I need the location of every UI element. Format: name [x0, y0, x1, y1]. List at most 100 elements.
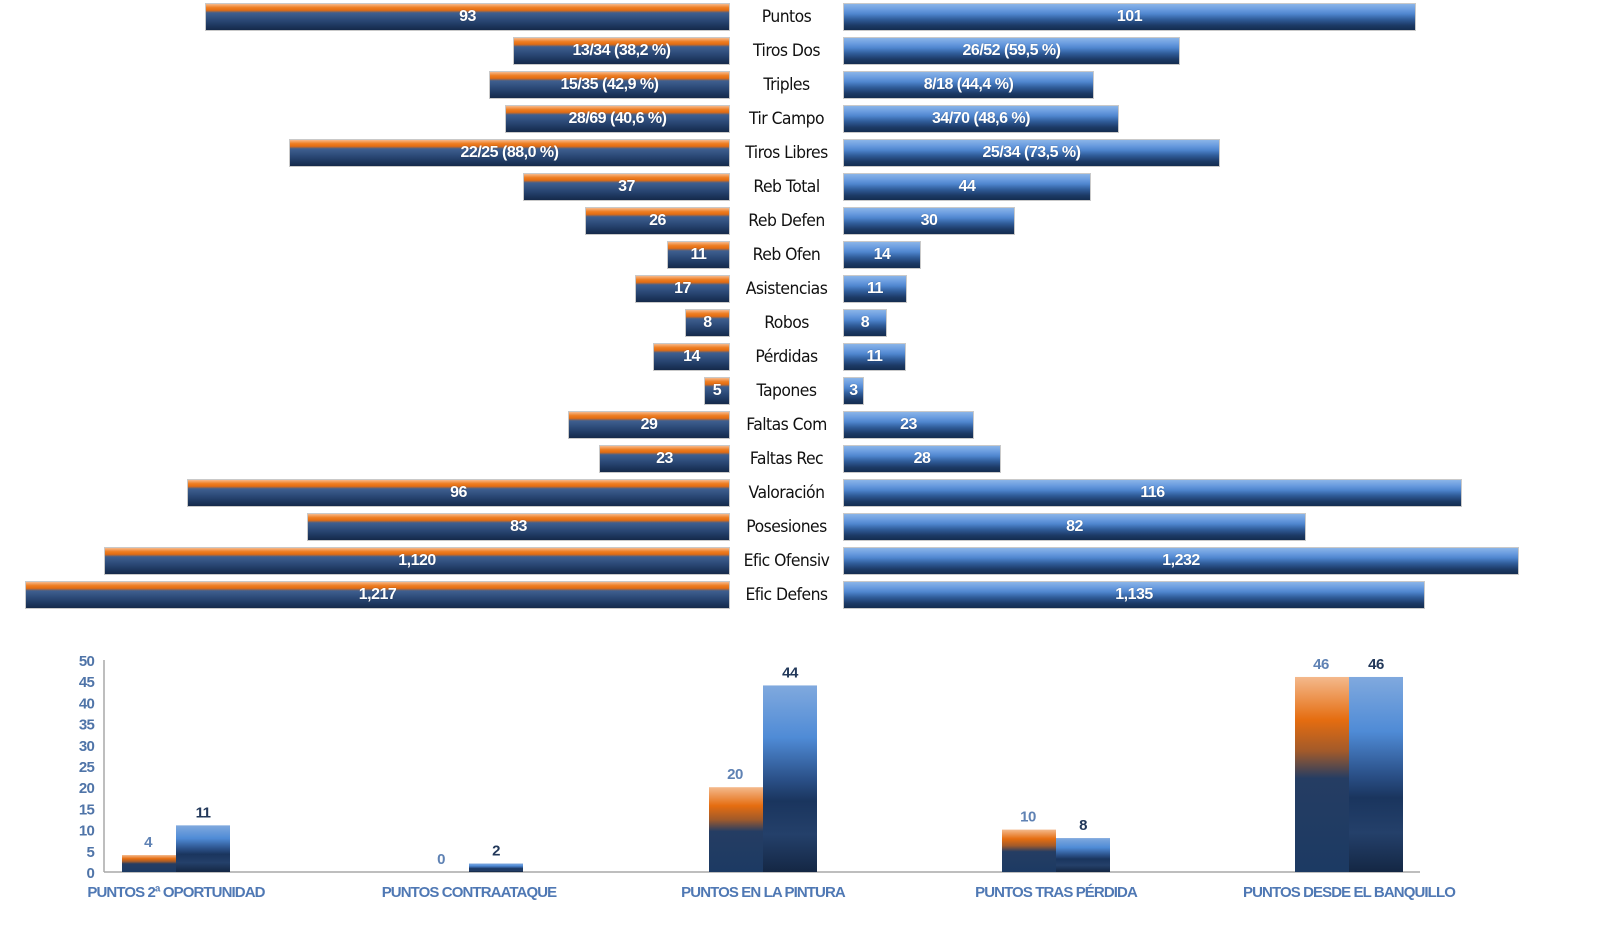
right-bar-label: 3	[849, 382, 858, 399]
left-team-bar: 96	[187, 479, 730, 507]
y-tick-label: 10	[79, 823, 95, 840]
left-bar-label: 14	[683, 348, 700, 365]
left-team-bar: 13/34 (38,2 %)	[513, 37, 730, 65]
y-tick-label: 35	[79, 717, 95, 734]
left-team-bar: 22/25 (88,0 %)	[289, 139, 730, 167]
category-label: Tir Campo	[748, 109, 825, 129]
left-bar-label: 96	[450, 484, 467, 501]
stat-row: 96 Valoración 116	[0, 479, 1600, 509]
left-bar-label: 1,217	[358, 586, 397, 603]
stat-row: 28/69 (40,6 %) Tir Campo 34/70 (48,6 %)	[0, 105, 1600, 135]
right-bar-label: 30	[920, 212, 938, 229]
left-bar-label: 1,120	[398, 552, 436, 569]
category-label: Robos	[764, 313, 809, 333]
left-team-bar: 17	[635, 275, 730, 303]
right-team-bar: 14	[843, 241, 921, 269]
right-team-bar: 1,232	[843, 547, 1519, 575]
left-value-label: 4	[144, 834, 153, 851]
left-team-bar: 15/35 (42,9 %)	[489, 71, 730, 99]
stat-row: 13/34 (38,2 %) Tiros Dos 26/52 (59,5 %)	[0, 37, 1600, 67]
left-team-bar: 93	[205, 3, 730, 31]
left-bar-label: 93	[459, 8, 476, 25]
left-team-bar: 8	[685, 309, 730, 337]
category-label: Posesiones	[746, 517, 827, 537]
right-bar-label: 8/18 (44,4 %)	[923, 76, 1014, 93]
bar-group: 10 8	[1002, 809, 1110, 872]
right-team-bar: 101	[843, 3, 1416, 31]
stat-row: 8 Robos 8	[0, 309, 1600, 339]
left-team-bar: 1,120	[104, 547, 730, 575]
left-bar-label: 5	[712, 382, 722, 399]
left-bar-label: 17	[674, 280, 691, 297]
left-team-bar: 5	[704, 377, 730, 405]
left-team-bar: 1,217	[25, 581, 730, 609]
left-team-bar: 37	[523, 173, 730, 201]
right-value-label: 2	[492, 843, 500, 860]
left-bar-label: 83	[510, 518, 527, 535]
y-tick-label: 25	[79, 759, 95, 776]
left-team-bar: 23	[599, 445, 730, 473]
y-tick-label: 5	[86, 844, 94, 861]
category-label: PUNTOS EN LA PINTURA	[681, 884, 846, 901]
category-label: Tapones	[756, 381, 817, 401]
right-team-bar: 3	[843, 377, 864, 405]
right-bar-label: 23	[900, 416, 917, 433]
category-label: Triples	[763, 75, 810, 95]
left-bar-label: 13/34 (38,2 %)	[572, 42, 671, 59]
category-label: Pérdidas	[755, 347, 818, 367]
left-team-bar: 83	[307, 513, 730, 541]
left-team-bar: 29	[568, 411, 730, 439]
category-label: PUNTOS TRAS PÉRDIDA	[975, 884, 1138, 901]
right-team-bar	[1349, 676, 1403, 872]
right-bar-label: 25/34 (73,5 %)	[982, 144, 1081, 161]
stat-row: 5 Tapones 3	[0, 377, 1600, 407]
right-bar-label: 28	[913, 450, 931, 467]
left-bar-label: 11	[690, 246, 707, 263]
category-label: Puntos	[761, 7, 812, 27]
bar-group: 4 11	[122, 804, 230, 872]
left-team-bar: 26	[585, 207, 730, 235]
category-label: Reb Total	[753, 177, 820, 197]
right-team-bar	[1056, 838, 1110, 872]
category-label: Valoración	[748, 483, 825, 503]
category-label: Tiros Libres	[745, 143, 828, 163]
right-team-bar: 30	[843, 207, 1015, 235]
left-team-bar	[709, 787, 763, 872]
stat-row: 29 Faltas Com 23	[0, 411, 1600, 441]
right-team-bar: 8/18 (44,4 %)	[843, 71, 1094, 99]
right-bar-label: 14	[873, 246, 891, 263]
right-bar-label: 26/52 (59,5 %)	[962, 42, 1061, 59]
right-bar-label: 1,232	[1162, 552, 1200, 569]
left-team-bar	[1002, 829, 1056, 872]
category-label: Efic Ofensiv	[743, 551, 830, 571]
right-value-label: 46	[1368, 656, 1384, 673]
right-team-bar	[176, 825, 230, 872]
right-team-bar: 11	[843, 275, 907, 303]
right-bar-label: 11	[867, 280, 883, 297]
y-tick-label: 0	[86, 865, 94, 882]
stat-row: 37 Reb Total 44	[0, 173, 1600, 203]
stat-row: 14 Pérdidas 11	[0, 343, 1600, 373]
team-comparison-chart: 93 Puntos 101 13/34 (38,2 %) Tiros Dos 26/52 …	[0, 3, 1600, 611]
stat-row: 11 Reb Ofen 14	[0, 241, 1600, 271]
stat-row: 1,217 Efic Defens 1,135	[0, 581, 1600, 611]
right-team-bar: 28	[843, 445, 1001, 473]
right-team-bar	[763, 685, 817, 872]
right-team-bar: 8	[843, 309, 887, 337]
right-team-bar	[469, 863, 523, 872]
category-label: Reb Ofen	[752, 245, 821, 265]
left-team-bar	[122, 855, 176, 872]
y-tick-label: 15	[79, 801, 95, 818]
stat-row: 1,120 Efic Ofensiv 1,232	[0, 547, 1600, 577]
right-bar-label: 34/70 (48,6 %)	[932, 110, 1030, 127]
stat-row: 26 Reb Defen 30	[0, 207, 1600, 237]
category-label: Reb Defen	[748, 211, 825, 231]
left-team-bar: 11	[667, 241, 730, 269]
category-label: Faltas Rec	[749, 449, 824, 469]
left-value-label: 20	[727, 766, 743, 783]
right-team-bar: 34/70 (48,6 %)	[843, 105, 1119, 133]
stat-row: 93 Puntos 101	[0, 3, 1600, 33]
